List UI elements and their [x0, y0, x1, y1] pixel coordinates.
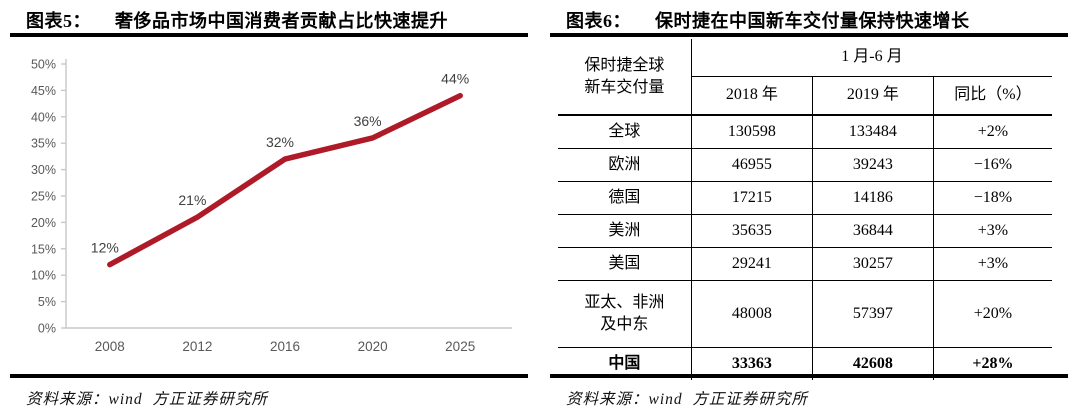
svg-text:2020: 2020 [358, 339, 388, 354]
svg-text:32%: 32% [266, 134, 294, 150]
figure6-source-note: 资料来源：wind 方正证券研究所 [566, 391, 808, 408]
figure6-caption-prefix: 图表6： [566, 11, 631, 31]
figure5-caption-text: 奢侈品市场中国消费者贡献占比快速提升 [115, 11, 448, 31]
figure6-panel: 图表6： 保时捷在中国新车交付量保持快速增长 保时捷全球 新车交付量 1 月-6 … [540, 0, 1080, 419]
stub-line2: 新车交付量 [584, 78, 665, 96]
region-cell: 欧洲 [558, 147, 692, 181]
svg-text:30%: 30% [31, 163, 56, 177]
region-cell: 德国 [558, 180, 692, 214]
svg-text:10%: 10% [31, 269, 56, 283]
svg-text:20%: 20% [31, 216, 56, 230]
figure5-panel: 图表5： 奢侈品市场中国消费者贡献占比快速提升 0% 5% 10% 15% 20% 25% 3… [10, 7, 528, 408]
region-cell: 亚太、非洲 及中东 [558, 279, 692, 347]
svg-text:25%: 25% [31, 190, 56, 204]
yoy-cell: +20% [932, 279, 1052, 347]
figure5-top-rule [10, 33, 528, 37]
col-header-2019: 2019 年 [811, 76, 934, 116]
figure6-bottom-rule [550, 374, 1068, 378]
y2018-cell: 29241 [690, 246, 813, 280]
table-header-row-1: 保时捷全球 新车交付量 1 月-6 月 [558, 39, 1052, 116]
svg-text:45%: 45% [31, 84, 56, 98]
svg-text:5%: 5% [38, 295, 56, 309]
luxury-share-chart-area: 0% 5% 10% 15% 20% 25% 30% 35% 40% 45% 50% 2008 2012 2… [12, 48, 522, 370]
yoy-cell: +3% [932, 246, 1052, 280]
table-header-row-2: 2018 年 2019 年 同比（%） [558, 76, 1052, 116]
y2018-cell: 46955 [690, 147, 813, 181]
svg-text:40%: 40% [31, 110, 56, 124]
svg-text:35%: 35% [31, 137, 56, 151]
region-cell: 美洲 [558, 213, 692, 247]
svg-text:2025: 2025 [445, 339, 475, 354]
col-header-yoy: 同比（%） [932, 76, 1052, 116]
table-row-global: 全球 130598 133484 +2% [558, 114, 1052, 148]
y2019-cell: 36844 [811, 213, 934, 247]
figure5-caption: 图表5： 奢侈品市场中国消费者贡献占比快速提升 [26, 7, 448, 33]
y2018-cell: 48008 [690, 279, 813, 347]
col-header-2018: 2018 年 [690, 76, 813, 116]
table-row-europe: 欧洲 46955 39243 −16% [558, 147, 1052, 181]
y2018-cell: 35635 [690, 213, 813, 247]
svg-text:36%: 36% [354, 113, 382, 129]
region-cell: 美国 [558, 246, 692, 280]
luxury-share-line-chart: 0% 5% 10% 15% 20% 25% 30% 35% 40% 45% 50% 2008 2012 2… [31, 58, 512, 354]
figure6-caption-text: 保时捷在中国新车交付量保持快速增长 [655, 11, 970, 31]
y2019-cell: 57397 [811, 279, 934, 347]
svg-text:0%: 0% [38, 322, 56, 336]
table-row-germany: 德国 17215 14186 −18% [558, 180, 1052, 214]
figure6-caption: 图表6： 保时捷在中国新车交付量保持快速增长 [566, 7, 970, 33]
svg-text:50%: 50% [31, 58, 56, 72]
y2019-cell: 14186 [811, 180, 934, 214]
y2019-cell: 30257 [811, 246, 934, 280]
yoy-cell: −18% [932, 180, 1052, 214]
yoy-cell: −16% [932, 147, 1052, 181]
figure5-source-note: 资料来源：wind 方正证券研究所 [26, 391, 268, 408]
svg-text:2012: 2012 [182, 339, 212, 354]
porsche-delivery-table: 保时捷全球 新车交付量 1 月-6 月 2018 年 2019 年 同比（%） … [558, 39, 1052, 380]
stub-line1: 保时捷全球 [584, 56, 665, 74]
yoy-cell: +2% [932, 114, 1052, 148]
region-line2: 及中东 [600, 315, 649, 333]
region-cell: 全球 [558, 114, 692, 148]
table-row-apac-africa-me: 亚太、非洲 及中东 48008 57397 +20% [558, 279, 1052, 347]
yoy-cell: +3% [932, 213, 1052, 247]
svg-text:2016: 2016 [270, 339, 300, 354]
figure6-top-rule [550, 33, 1068, 37]
svg-text:12%: 12% [91, 240, 119, 256]
svg-text:2008: 2008 [95, 339, 125, 354]
y2019-cell: 133484 [811, 114, 934, 148]
table-stub-header: 保时捷全球 新车交付量 [558, 39, 692, 116]
figure5-bottom-rule [10, 374, 528, 378]
y2018-cell: 130598 [690, 114, 813, 148]
table-row-usa: 美国 29241 30257 +3% [558, 246, 1052, 280]
figure5-caption-prefix: 图表5： [26, 11, 91, 31]
svg-text:44%: 44% [441, 71, 469, 87]
y2018-cell: 17215 [690, 180, 813, 214]
region-line1: 亚太、非洲 [584, 293, 665, 311]
period-header: 1 月-6 月 [690, 39, 1052, 77]
y2019-cell: 39243 [811, 147, 934, 181]
table-row-americas: 美洲 35635 36844 +3% [558, 213, 1052, 247]
svg-text:15%: 15% [31, 242, 56, 256]
svg-text:21%: 21% [178, 192, 206, 208]
